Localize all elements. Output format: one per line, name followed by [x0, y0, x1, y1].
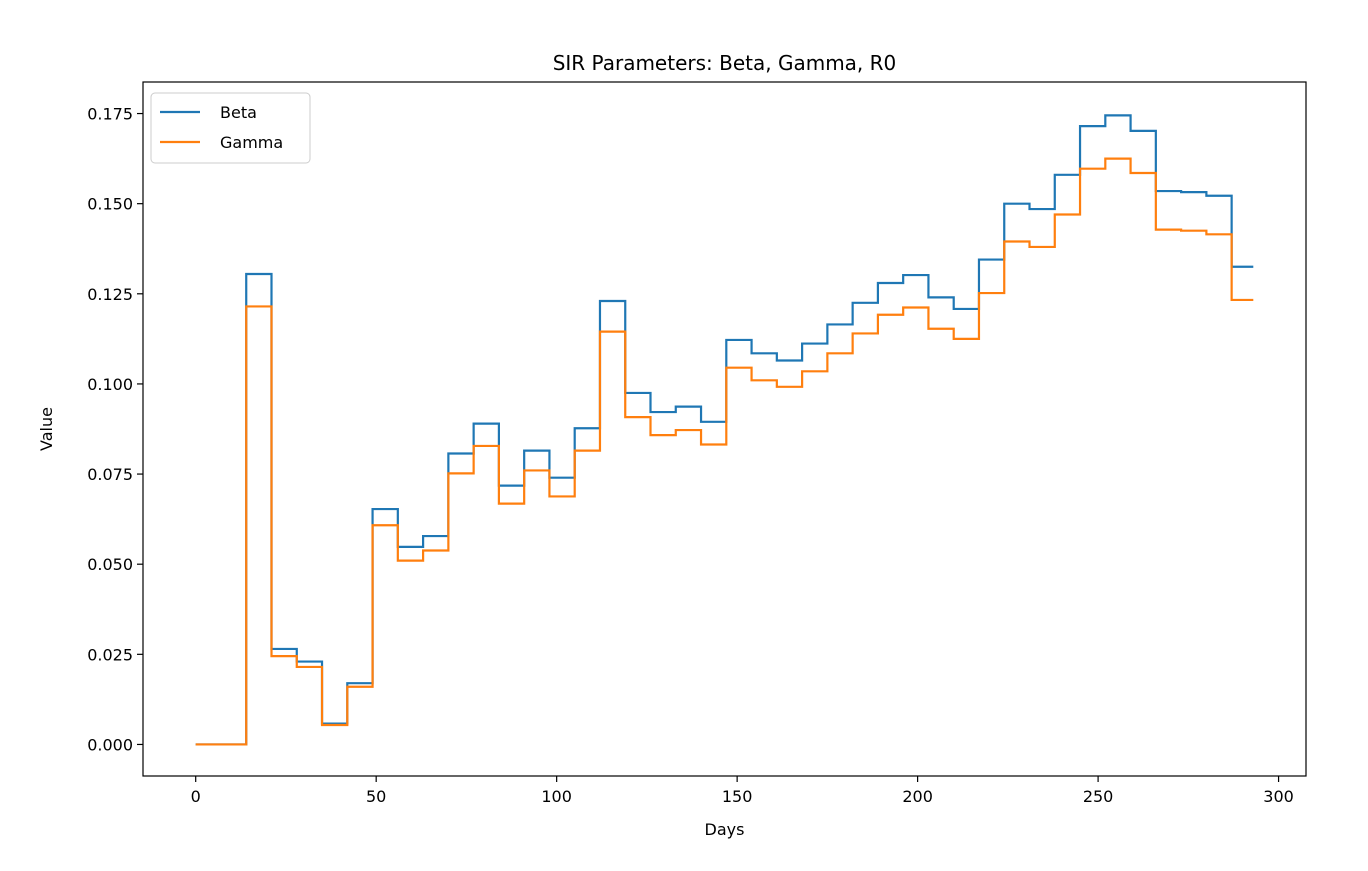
legend-label-gamma: Gamma — [220, 133, 283, 152]
chart-title: SIR Parameters: Beta, Gamma, R0 — [553, 51, 897, 75]
x-tick-label: 200 — [902, 787, 933, 806]
x-tick-label: 250 — [1083, 787, 1114, 806]
y-tick-label: 0.075 — [87, 465, 133, 484]
y-tick-label: 0.150 — [87, 195, 133, 214]
x-tick-label: 300 — [1263, 787, 1294, 806]
y-tick-label: 0.125 — [87, 285, 133, 304]
x-tick-label: 150 — [722, 787, 753, 806]
legend-label-beta: Beta — [220, 103, 257, 122]
x-axis-label: Days — [705, 820, 745, 839]
y-tick-label: 0.175 — [87, 105, 133, 124]
x-tick-label: 100 — [541, 787, 572, 806]
legend-box — [150, 92, 311, 164]
x-tick-label: 50 — [366, 787, 386, 806]
y-tick-label: 0.025 — [87, 645, 133, 664]
y-tick-label: 0.100 — [87, 375, 133, 394]
x-tick-label: 0 — [191, 787, 201, 806]
y-axis-label: Value — [37, 407, 56, 451]
series-line-beta — [195, 114, 1254, 746]
plot-area: 0 50 100 150 200 250 300 0.000 0.025 0.050 0.075 0.… — [87, 81, 1307, 806]
axes-frame — [142, 81, 1307, 777]
legend: Beta Gamma — [150, 92, 311, 164]
series-line-gamma — [195, 157, 1254, 746]
y-tick-label: 0.050 — [87, 555, 133, 574]
y-tick-label: 0.000 — [87, 735, 133, 754]
